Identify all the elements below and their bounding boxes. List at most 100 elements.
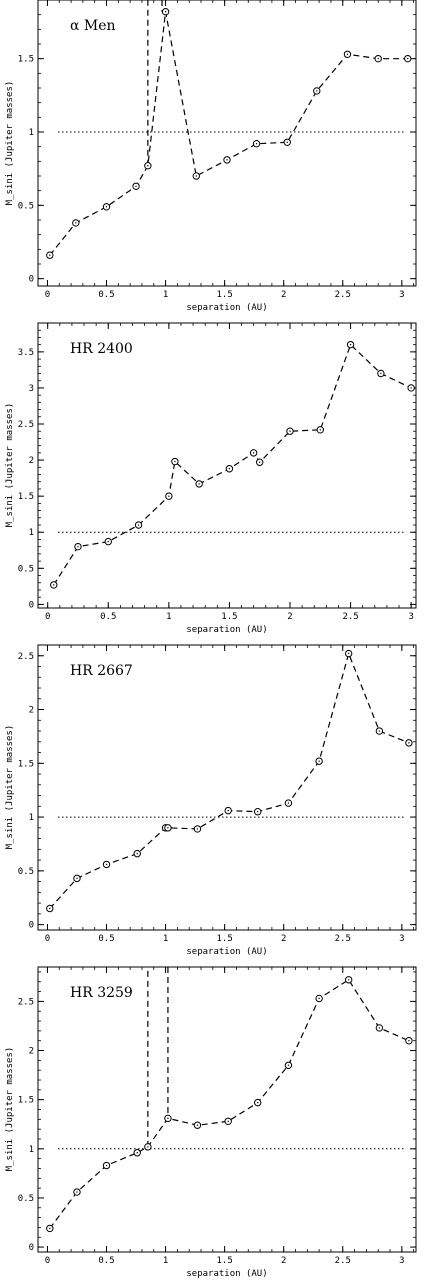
- y-tick-label: 1.5: [18, 55, 34, 65]
- x-tick-label: 2: [287, 612, 292, 622]
- chart-panel-1: 0 0.5 1 1.5 2 2.5 3 0 0.5 1 1.5 separation (AU) M_si…: [5, 0, 417, 313]
- x-tick-label: 2.5: [335, 934, 351, 944]
- data-point-center: [136, 1152, 138, 1154]
- data-point-center: [49, 254, 51, 256]
- series-line: [53, 343, 412, 586]
- x-tick-label: 1.5: [221, 612, 237, 622]
- y-tick-label: 1: [29, 1145, 34, 1155]
- chart-panel-4: 0 0.5 1 1.5 2 2.5 3 0 0.5 1 1.5 2 2.5 separation (AU)…: [5, 966, 417, 1279]
- y-tick-label: 0: [29, 1243, 34, 1253]
- data-point-center: [196, 1124, 199, 1126]
- data-point-center: [318, 997, 320, 1000]
- data-point-center: [198, 483, 200, 485]
- x-tick-label: 0: [45, 290, 50, 300]
- x-tick-label: 1.5: [217, 290, 233, 300]
- plot-area: [46, 0, 412, 259]
- y-tick-label: 0.5: [18, 201, 34, 211]
- plot-frame: [37, 644, 417, 931]
- x-tick-label: 3: [399, 290, 404, 300]
- data-point-center: [53, 584, 55, 586]
- y-tick-label: 3: [29, 384, 34, 394]
- series-line: [49, 978, 410, 1229]
- y-tick-label: 1.5: [18, 492, 34, 502]
- data-point-center: [164, 11, 167, 13]
- data-point-center: [226, 159, 228, 161]
- data-point-center: [257, 1101, 259, 1104]
- data-point-center: [147, 165, 149, 167]
- data-point-center: [255, 143, 258, 145]
- y-tick-label: 2: [29, 1047, 34, 1057]
- x-tick-label: 3: [408, 612, 413, 622]
- plot-area: [50, 340, 415, 589]
- data-point-center: [105, 1164, 108, 1167]
- data-point-center: [49, 907, 51, 910]
- data-point-center: [147, 1146, 149, 1148]
- y-tick-label: 1.5: [18, 759, 34, 769]
- x-tick-label: 1: [163, 1256, 168, 1266]
- y-tick-label: 0: [29, 600, 34, 610]
- data-point-center: [410, 387, 412, 389]
- panel-title: HR 2667: [70, 663, 133, 679]
- plot-area: [46, 649, 413, 913]
- data-point-center: [259, 461, 261, 463]
- data-point-center: [316, 90, 318, 92]
- data-point-center: [227, 809, 229, 812]
- x-tick-label: 3: [399, 934, 404, 944]
- data-point-center: [167, 1117, 169, 1120]
- x-tick-label: 1.5: [217, 934, 233, 944]
- y-tick-label: 2.5: [18, 997, 34, 1007]
- y-tick-label: 0.5: [18, 564, 34, 574]
- data-point-center: [135, 185, 137, 187]
- data-point-center: [287, 802, 290, 804]
- data-point-center: [227, 1120, 229, 1122]
- data-point-center: [195, 175, 197, 177]
- data-point-center: [75, 222, 77, 224]
- data-point-center: [349, 343, 352, 346]
- x-tick-label: 1: [166, 612, 171, 622]
- data-point-center: [346, 53, 349, 55]
- x-tick-label: 2: [281, 934, 286, 944]
- y-tick-label: 1: [29, 128, 34, 138]
- data-point-center: [77, 545, 79, 548]
- series-line: [49, 11, 408, 256]
- data-point-center: [319, 429, 321, 431]
- data-point-center: [318, 760, 320, 762]
- x-tick-label: 1: [163, 290, 168, 300]
- data-point-center: [107, 540, 109, 543]
- data-point-center: [377, 57, 379, 60]
- plot-frame: [37, 322, 417, 609]
- x-tick-label: 0: [45, 612, 50, 622]
- y-axis-title: M_sini (Jupiter masses): [5, 725, 15, 850]
- y-tick-label: 2: [29, 456, 34, 466]
- x-tick-label: 1.5: [217, 1256, 233, 1266]
- data-point-center: [289, 430, 291, 432]
- data-point-center: [408, 742, 410, 744]
- x-tick-label: 0.5: [98, 934, 114, 944]
- series-line: [49, 651, 410, 909]
- chart-panel-3: 0 0.5 1 1.5 2 2.5 3 0 0.5 1 1.5 2 2.5 separation (AU)…: [5, 644, 417, 957]
- x-axis-title: separation (AU): [186, 303, 267, 313]
- x-tick-label: 0.5: [100, 612, 116, 622]
- y-tick-label: 1: [29, 528, 34, 538]
- data-point-center: [286, 141, 288, 143]
- data-point-center: [136, 852, 138, 855]
- panel-title: α Men: [70, 18, 116, 34]
- data-point-center: [407, 57, 409, 60]
- x-axis-title: separation (AU): [186, 947, 267, 957]
- data-point-center: [257, 810, 259, 813]
- y-tick-label: 1: [29, 813, 34, 823]
- y-tick-label: 3.5: [18, 348, 34, 358]
- data-point-center: [378, 1027, 381, 1029]
- y-tick-label: 0: [29, 275, 34, 285]
- x-tick-label: 2.5: [335, 290, 351, 300]
- chart-panel-2: 0 0.5 1 1.5 2 2.5 3 0 0.5 1 1.5 2 2.5 3 3.5 separation …: [5, 322, 417, 635]
- x-tick-label: 2: [281, 290, 286, 300]
- x-tick-label: 0.5: [98, 290, 114, 300]
- data-point-center: [76, 877, 78, 880]
- data-point-center: [168, 495, 170, 497]
- x-tick-label: 3: [399, 1256, 404, 1266]
- x-tick-label: 2.5: [335, 1256, 351, 1266]
- data-point-center: [228, 468, 231, 470]
- y-tick-label: 2.5: [18, 420, 34, 430]
- x-tick-label: 0: [45, 934, 50, 944]
